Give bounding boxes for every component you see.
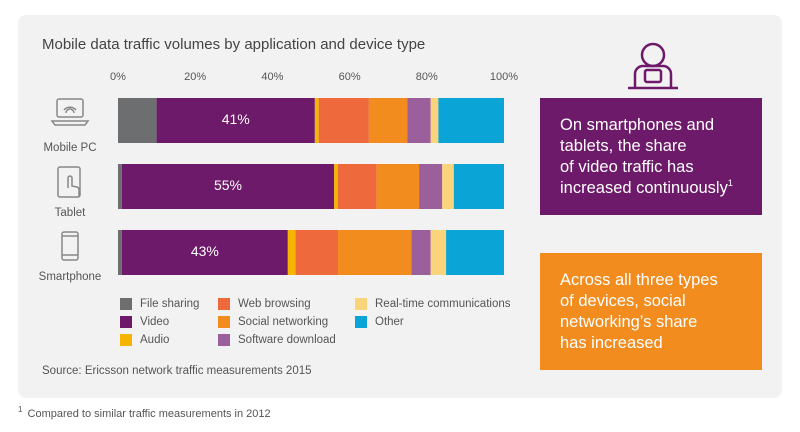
callout-line: of devices, social bbox=[560, 292, 686, 310]
legend-label: Software download bbox=[238, 334, 336, 346]
x-tick-label: 0% bbox=[110, 71, 126, 83]
bar-segment bbox=[156, 98, 315, 143]
legend-label: Web browsing bbox=[238, 298, 311, 310]
bar-segment bbox=[338, 230, 412, 275]
callout-line: tablets, the share bbox=[560, 137, 687, 155]
bar-segment bbox=[118, 164, 122, 209]
bar-segment bbox=[314, 98, 319, 143]
legend-swatch bbox=[120, 298, 132, 310]
callout-line: networking’s share bbox=[560, 313, 697, 331]
callout-box bbox=[540, 98, 762, 215]
phone-icon bbox=[61, 231, 79, 261]
legend-swatch bbox=[355, 316, 367, 328]
footnote-text: Compared to similar traffic measurements… bbox=[28, 408, 271, 420]
bar-segment bbox=[407, 98, 431, 143]
x-tick-label: 20% bbox=[184, 71, 206, 83]
callout-text: tablets, the share bbox=[560, 137, 687, 155]
callout-line: On smartphones and bbox=[560, 116, 714, 134]
bar-segment bbox=[438, 98, 504, 143]
x-tick-label: 40% bbox=[261, 71, 283, 83]
x-tick-label: 80% bbox=[416, 71, 438, 83]
legend-label: Audio bbox=[140, 334, 169, 346]
bar-segment bbox=[121, 230, 288, 275]
callout-line: of video traffic has bbox=[560, 158, 694, 176]
x-tick-label: 60% bbox=[339, 71, 361, 83]
laptop-icon bbox=[50, 98, 90, 126]
legend-swatch bbox=[120, 316, 132, 328]
bar-segment bbox=[411, 230, 431, 275]
footnote: 1 Compared to similar traffic measuremen… bbox=[18, 405, 271, 420]
bar-segment bbox=[334, 164, 339, 209]
bar-segment bbox=[295, 230, 339, 275]
bar-segment bbox=[118, 230, 122, 275]
value-label: 43% bbox=[191, 243, 219, 259]
bar-segment bbox=[442, 164, 454, 209]
bar-segment bbox=[376, 164, 420, 209]
bar-segment bbox=[118, 98, 157, 143]
category-label: Tablet bbox=[55, 207, 86, 219]
legend-swatch bbox=[218, 334, 230, 346]
legend-swatch bbox=[355, 298, 367, 310]
callout-text: On smartphones and bbox=[560, 116, 714, 134]
legend-label: Other bbox=[375, 316, 404, 328]
callout-text: increased continuously1 bbox=[560, 178, 733, 197]
bar-segment bbox=[430, 230, 447, 275]
callout-text: networking’s share bbox=[560, 313, 697, 331]
legend-swatch bbox=[218, 316, 230, 328]
bar-segment bbox=[338, 164, 377, 209]
callout-line: has increased bbox=[560, 334, 663, 352]
value-label: 41% bbox=[222, 111, 250, 127]
bar-segment bbox=[453, 164, 504, 209]
footnote-marker: 1 bbox=[18, 405, 23, 414]
callout-sup: 1 bbox=[728, 178, 733, 188]
legend-label: File sharing bbox=[140, 298, 199, 310]
source: Source: Ericsson network traffic measure… bbox=[42, 365, 312, 377]
legend-label: Social networking bbox=[238, 316, 328, 328]
bar-segment bbox=[121, 164, 335, 209]
bar-segment bbox=[287, 230, 296, 275]
legend-swatch bbox=[218, 298, 230, 310]
person-icon bbox=[628, 42, 678, 90]
category-label: Mobile PC bbox=[43, 142, 96, 154]
callout-text: Across all three types bbox=[560, 271, 718, 289]
category-label: Smartphone bbox=[39, 271, 102, 283]
callout-text: of devices, social bbox=[560, 292, 686, 310]
legend-swatch bbox=[120, 334, 132, 346]
callout-text: has increased bbox=[560, 334, 663, 352]
bar-segment bbox=[368, 98, 408, 143]
tablet-icon bbox=[57, 166, 81, 198]
callout-line: Across all three types bbox=[560, 271, 718, 289]
legend-label: Real-time communications bbox=[375, 298, 511, 310]
callout-text: of video traffic has bbox=[560, 158, 694, 176]
callout-box bbox=[540, 253, 762, 370]
bar-segment bbox=[419, 164, 443, 209]
legend-label: Video bbox=[140, 316, 169, 328]
value-label: 55% bbox=[214, 177, 242, 193]
x-tick-label: 100% bbox=[490, 71, 518, 83]
chart-title: Mobile data traffic volumes by applicati… bbox=[42, 36, 425, 53]
bar-segment bbox=[318, 98, 369, 143]
bar-segment bbox=[430, 98, 439, 143]
callout-line: increased continuously bbox=[560, 179, 729, 197]
bar-segment bbox=[446, 230, 504, 275]
